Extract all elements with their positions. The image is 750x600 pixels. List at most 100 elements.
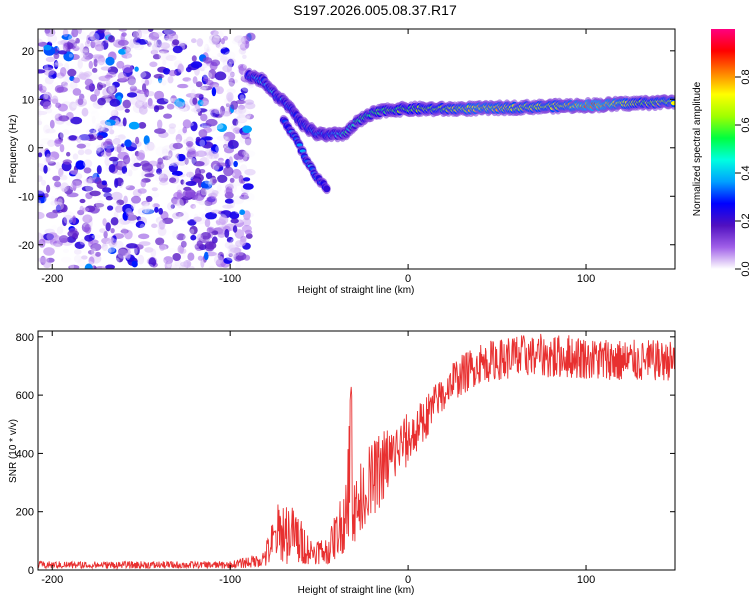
noise-cell: [152, 54, 161, 60]
noise-cell: [232, 225, 238, 233]
noise-cell: [168, 150, 173, 158]
noise-cell: [115, 240, 124, 249]
noise-cell: [62, 159, 72, 165]
noise-cell: [174, 60, 183, 68]
noise-cell: [38, 202, 44, 211]
noise-cell: [77, 59, 83, 69]
noise-cell: [204, 218, 211, 228]
noise-cell: [63, 214, 74, 225]
noise-cell: [58, 115, 70, 122]
noise-cell: [38, 119, 50, 129]
noise-cell: [158, 50, 165, 57]
noise-cell: [150, 187, 160, 193]
noise-cell: [122, 99, 132, 109]
noise-cell: [162, 155, 171, 161]
noise-cell: [108, 238, 118, 248]
noise-cell: [108, 236, 114, 242]
noise-cell: [200, 232, 211, 240]
colorbar-gradient: [711, 29, 735, 269]
noise-cell: [121, 181, 131, 189]
noise-cell: [81, 255, 88, 260]
noise-cell: [174, 259, 182, 267]
noise-cell: [165, 263, 178, 269]
noise-cell: [54, 60, 62, 66]
y-tick-label: -20: [18, 240, 34, 252]
noise-cell: [116, 143, 122, 153]
noise-cell: [69, 202, 79, 210]
noise-cell: [154, 172, 162, 182]
noise-cell: [47, 33, 58, 44]
noise-cell: [110, 217, 119, 226]
noise-cell: [191, 55, 197, 62]
noise-cell: [89, 73, 100, 80]
noise-cell: [109, 98, 121, 107]
noise-cell: [242, 242, 251, 250]
noise-cell: [217, 251, 225, 261]
noise-cell: [79, 258, 88, 264]
noise-cell: [192, 97, 198, 105]
x-tick-label: 0: [405, 574, 411, 586]
noise-cell: [208, 265, 215, 269]
noise-cell: [40, 255, 46, 266]
noise-cell: [215, 218, 226, 226]
noise-cell: [204, 177, 213, 185]
noise-cell: [124, 229, 133, 240]
noise-cell: [129, 39, 135, 49]
noise-cell: [109, 129, 115, 135]
noise-cell: [93, 123, 105, 132]
noise-cell: [209, 108, 220, 113]
noise-cell: [172, 230, 179, 239]
noise-cell: [149, 61, 158, 68]
noise-cell: [162, 60, 167, 66]
noise-cell: [60, 174, 67, 180]
noise-cell: [166, 103, 175, 110]
colorbar-tick-label: 0.4: [740, 165, 750, 180]
noise-cell: [77, 258, 86, 267]
noise-cell: [227, 58, 235, 68]
noise-cell: [223, 166, 234, 177]
noise-cell: [119, 111, 125, 119]
noise-cell: [54, 85, 64, 94]
noise-cell: [152, 43, 161, 52]
noise-cell: [202, 29, 211, 36]
noise-cell: [202, 29, 209, 39]
noise-cell: [134, 66, 139, 72]
noise-cell: [108, 156, 119, 162]
noise-cell: [63, 75, 71, 83]
noise-cell: [185, 145, 195, 152]
noise-cell: [194, 192, 205, 201]
noise-cell: [208, 69, 217, 79]
noise-cell: [185, 181, 197, 186]
noise-cell: [175, 133, 183, 143]
noise-cell: [43, 44, 52, 51]
noise-cell: [91, 248, 97, 256]
noise-cell: [137, 188, 147, 194]
noise-cell: [136, 56, 148, 66]
noise-cell: [192, 76, 198, 84]
noise-cell: [51, 111, 59, 119]
noise-cell: [243, 177, 251, 182]
noise-cell: [201, 42, 207, 53]
noise-cell: [114, 178, 119, 188]
noise-cell: [97, 97, 106, 106]
noise-cell: [245, 233, 253, 239]
snr-axes: -200 -100 0 100 0 200 400 600 800: [16, 331, 675, 586]
noise-cell: [236, 119, 242, 129]
noise-cell: [200, 100, 210, 106]
spectrogram-heatmap: [38, 29, 675, 269]
noise-cell: [224, 228, 230, 238]
noise-cell: [38, 257, 50, 263]
noise-cell: [68, 123, 77, 132]
noise-cell: [206, 195, 218, 205]
noise-cell: [148, 39, 158, 48]
noise-cell: [84, 78, 94, 87]
noise-cell: [171, 157, 180, 167]
noise-cell: [204, 251, 209, 261]
noise-cell: [50, 200, 59, 206]
noise-cell: [233, 160, 238, 168]
noise-cell: [154, 90, 165, 101]
noise-cell: [38, 238, 46, 248]
noise-cell: [85, 177, 95, 184]
noise-cell: [244, 168, 256, 176]
noise-cell: [156, 39, 162, 48]
